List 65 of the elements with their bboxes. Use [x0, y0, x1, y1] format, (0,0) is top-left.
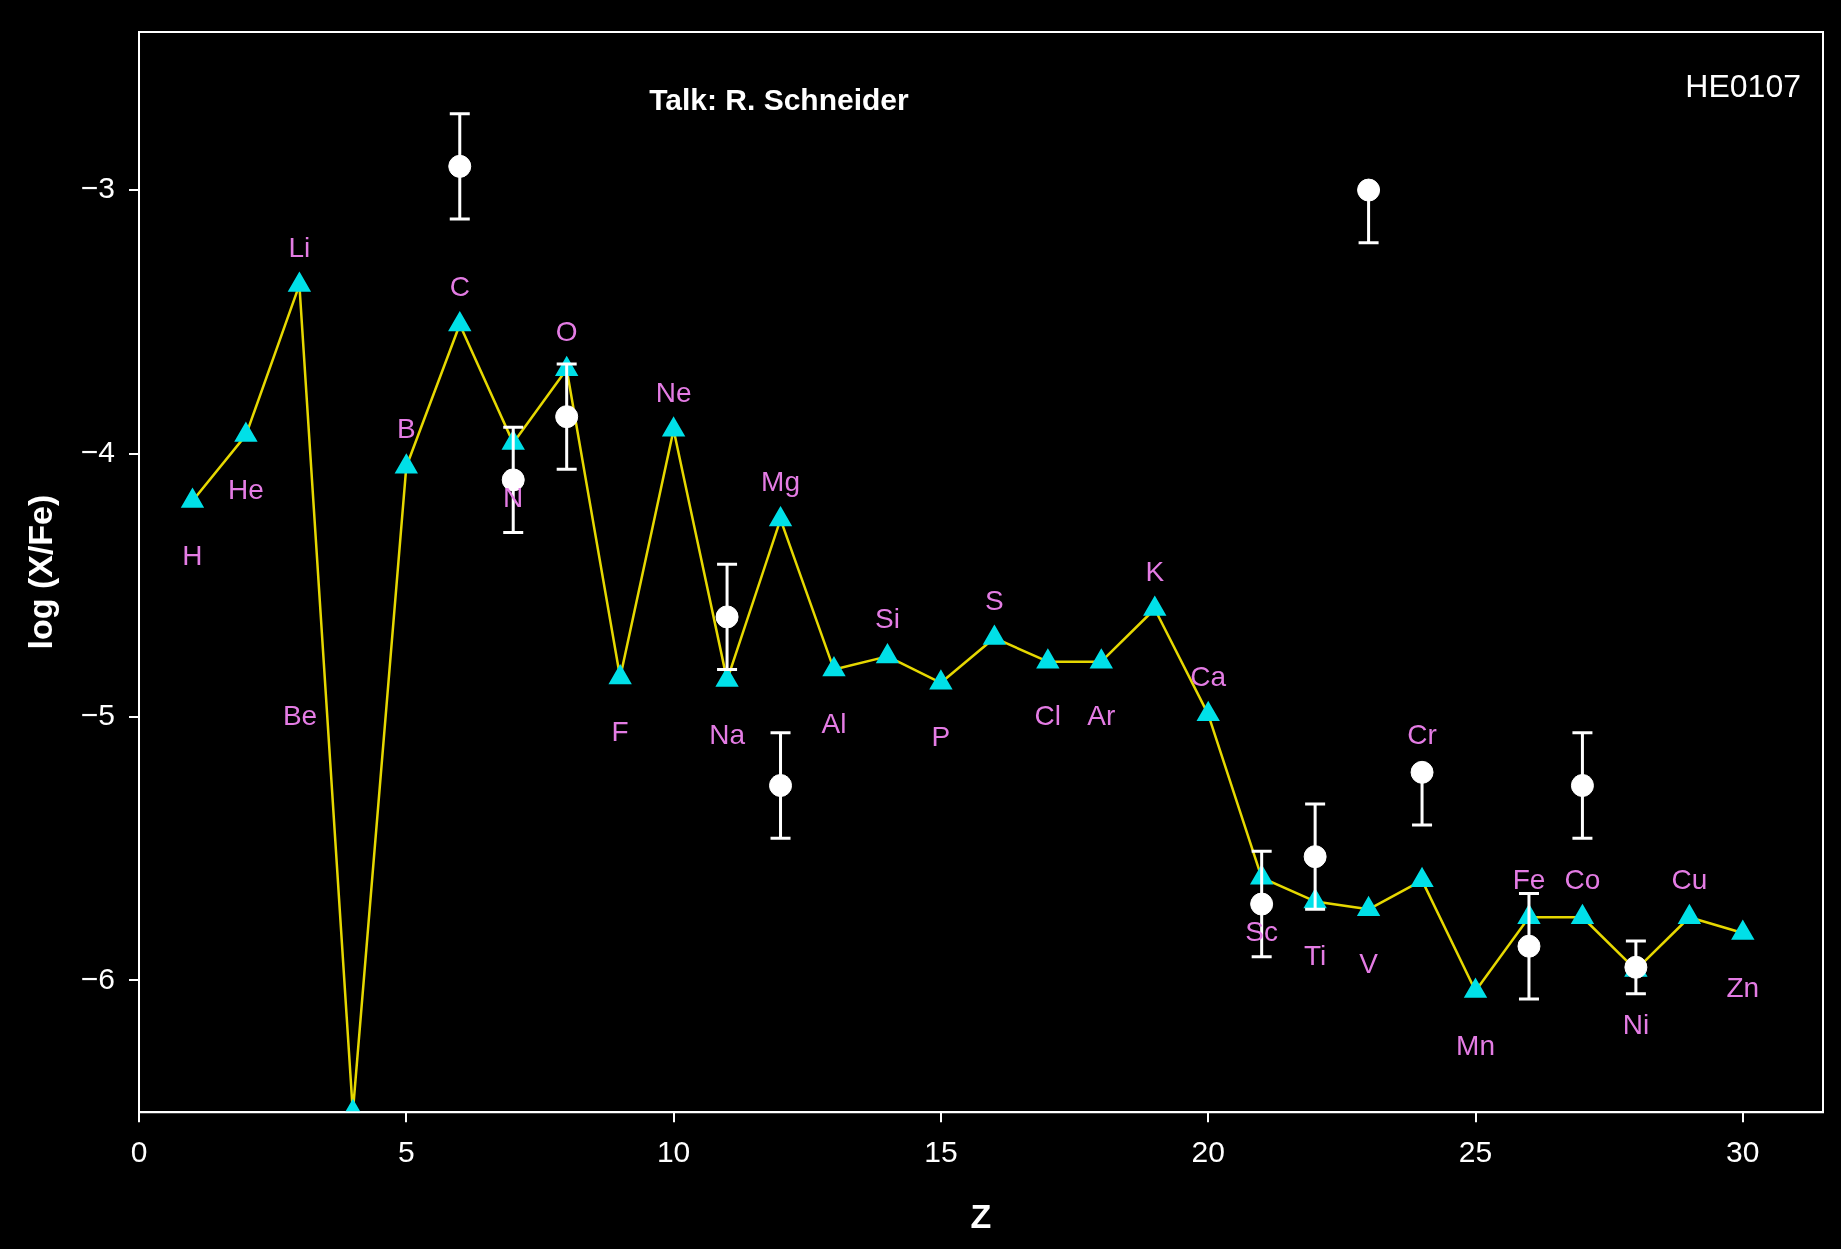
- point: [448, 312, 471, 332]
- annotation: P: [931, 721, 951, 753]
- point: [1197, 702, 1219, 722]
- x-tick-label: 5: [397, 1135, 415, 1169]
- point: [1571, 904, 1594, 924]
- point: [609, 665, 631, 685]
- x-tick-label: 0: [130, 1135, 148, 1169]
- annotation: C: [449, 271, 470, 303]
- point: [181, 488, 204, 508]
- annotation: Ti: [1303, 940, 1327, 972]
- point: [288, 272, 311, 292]
- x-tick-label: 25: [1458, 1135, 1493, 1169]
- annotation: B: [396, 413, 416, 445]
- text: HE0107: [1685, 67, 1801, 104]
- point: [395, 454, 418, 474]
- point: [1143, 596, 1166, 616]
- x-tick-label: 20: [1191, 1135, 1225, 1169]
- point: [1037, 649, 1059, 669]
- y-tick-label: −3: [80, 171, 115, 205]
- point: [1357, 897, 1380, 917]
- y-tick-label: −4: [80, 434, 115, 468]
- annotation: Mg: [761, 466, 800, 498]
- annotation: Al: [821, 708, 847, 740]
- annotation: Cr: [1407, 719, 1437, 751]
- annotation: V: [1359, 948, 1379, 980]
- point: [662, 417, 685, 437]
- annotation: Talk: R. Schneider: [649, 83, 909, 117]
- point: [769, 507, 792, 527]
- annotation: Be: [282, 699, 318, 731]
- point: [983, 625, 1006, 645]
- annotation: Ni: [1622, 1008, 1650, 1040]
- x-tick-label: 15: [924, 1135, 958, 1169]
- annotation: Fe: [1512, 863, 1546, 895]
- annotation: Li: [288, 231, 311, 263]
- annotation: K: [1145, 555, 1165, 587]
- annotation: Ne: [655, 376, 692, 408]
- y-tick-label: −5: [80, 698, 115, 732]
- y-tick-label: −6: [80, 961, 115, 995]
- annotation: O: [555, 315, 578, 347]
- annotation: F: [611, 716, 629, 748]
- annotation: Cu: [1671, 863, 1708, 895]
- point: [876, 644, 899, 664]
- y-axis-title: log (X/Fe): [20, 494, 59, 650]
- point: [1411, 868, 1433, 888]
- point: [1090, 649, 1113, 669]
- x-tick-label: 30: [1726, 1135, 1760, 1169]
- point: [235, 422, 257, 442]
- annotation: H: [182, 539, 203, 571]
- annotation: Mn: [1456, 1029, 1495, 1061]
- point: [930, 670, 952, 690]
- annotation: Co: [1564, 863, 1601, 895]
- x-tick-label: 10: [656, 1135, 691, 1169]
- annotation: S: [985, 584, 1004, 616]
- annotation: He: [228, 473, 264, 505]
- annotation: Cl: [1034, 700, 1062, 732]
- annotation: Ca: [1190, 661, 1227, 693]
- point: [823, 657, 845, 677]
- point: [1678, 904, 1701, 924]
- annotation: Na: [709, 718, 746, 750]
- annotation: Zn: [1726, 971, 1760, 1003]
- annotation: Ar: [1087, 700, 1116, 732]
- point: [1732, 920, 1754, 940]
- annotation: Si: [874, 603, 900, 635]
- point: [1464, 978, 1487, 998]
- x-axis-title: Z: [970, 1196, 992, 1235]
